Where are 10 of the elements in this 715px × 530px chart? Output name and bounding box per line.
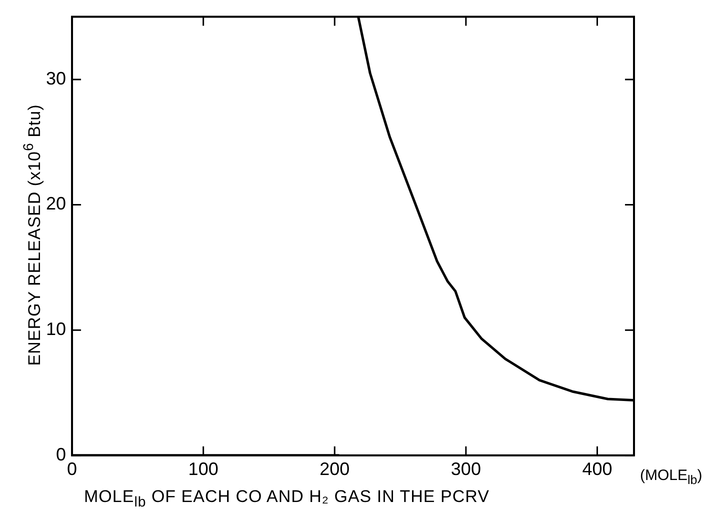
x-tick-label: 400 xyxy=(582,459,612,480)
y-tick-label: 20 xyxy=(46,194,66,214)
x-tick-label: 100 xyxy=(188,459,218,480)
y-tick-label: 30 xyxy=(46,68,66,88)
x-tick-label: 300 xyxy=(450,459,481,480)
x-tick-label: 200 xyxy=(320,459,350,480)
y-tick-label: 0 xyxy=(56,444,66,464)
y-tick-label: 10 xyxy=(46,319,66,340)
x-axis-title: MOLE$_{lb}$ OF EACH CO AND H₂ GAS IN THE PCRV xyxy=(84,487,490,510)
text: (MOLE$_{lb}$) xyxy=(640,467,702,487)
